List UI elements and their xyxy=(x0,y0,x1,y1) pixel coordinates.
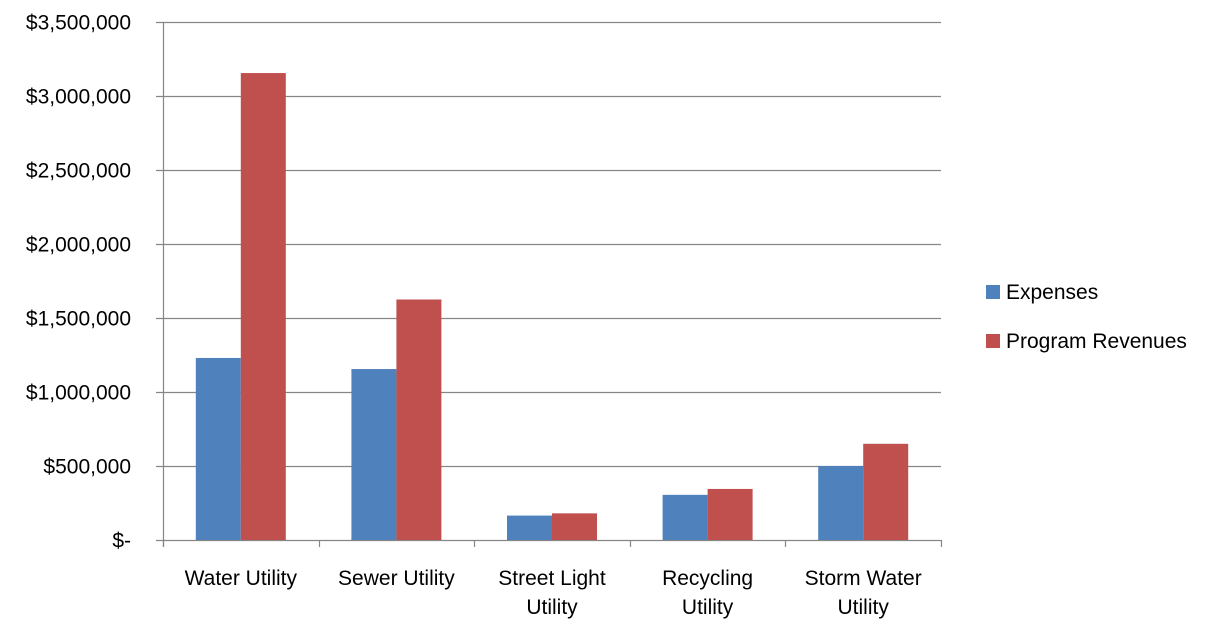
bar-expenses xyxy=(196,358,241,540)
x-category-label: Utility xyxy=(682,596,734,619)
x-category-label: Water Utility xyxy=(185,567,298,590)
bar-expenses xyxy=(351,369,396,540)
x-category-label: Storm Water xyxy=(805,567,922,590)
legend-swatch xyxy=(986,285,1000,299)
y-axis-tick-labels: $- $500,000 $1,000,000 $1,500,000 $2,000,000… xyxy=(26,12,131,553)
bar-program-revenues xyxy=(241,73,286,540)
x-category-label: Utility xyxy=(838,596,890,619)
x-axis-category-labels: Water Utility Sewer Utility Street Light Ut… xyxy=(185,567,922,619)
x-category-label: Street Light xyxy=(498,567,606,590)
y-tick-label: $1,000,000 xyxy=(26,382,131,405)
bar-expenses xyxy=(818,466,863,540)
y-tick-label: $500,000 xyxy=(43,456,131,479)
y-tick-label: $1,500,000 xyxy=(26,308,131,331)
y-tick-label: $- xyxy=(112,530,131,553)
y-tick-label: $3,500,000 xyxy=(26,12,131,35)
x-category-label: Utility xyxy=(526,596,578,619)
bar-program-revenues xyxy=(396,300,441,541)
x-category-label: Sewer Utility xyxy=(338,567,455,590)
legend-label: Expenses xyxy=(1006,281,1098,304)
y-tick-label: $3,000,000 xyxy=(26,86,131,109)
bar-program-revenues xyxy=(863,444,908,540)
legend: Expenses Program Revenues xyxy=(986,281,1187,353)
y-tick-label: $2,000,000 xyxy=(26,234,131,257)
bars xyxy=(196,73,908,540)
bar-expenses xyxy=(663,495,708,540)
legend-label: Program Revenues xyxy=(1006,330,1187,353)
bar-program-revenues xyxy=(708,489,753,540)
bar-program-revenues xyxy=(552,513,597,540)
y-tick-label: $2,500,000 xyxy=(26,160,131,183)
x-category-label: Recycling xyxy=(662,567,753,590)
bar-expenses xyxy=(507,516,552,540)
legend-swatch xyxy=(986,334,1000,348)
